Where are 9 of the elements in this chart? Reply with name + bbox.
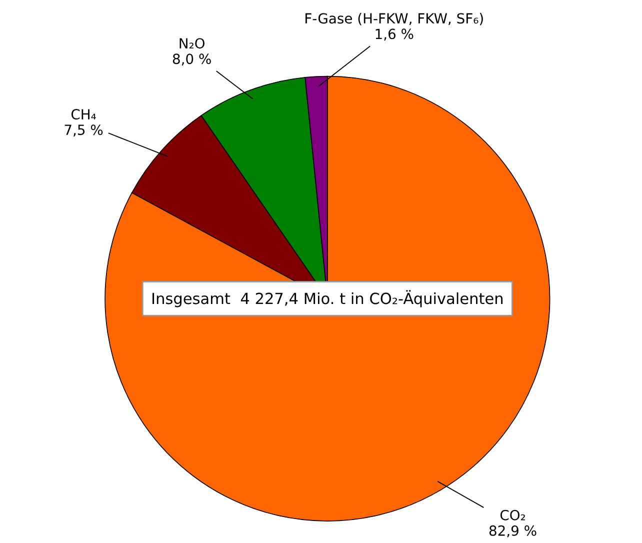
slice-label: CH₄	[71, 109, 96, 120]
slice-label: F-Gase (H-FKW, FKW, SF₆)	[306, 12, 483, 26]
slice-label: CO₂	[500, 510, 525, 520]
data-label: 1,6 %	[376, 28, 414, 41]
slice-label: N₂O	[180, 38, 204, 49]
data-label: 8,0 %	[172, 54, 211, 66]
data-label: 82,9 %	[489, 525, 536, 538]
data-label: 7,5 %	[64, 124, 103, 136]
text: Insgesamt 4 227,4 Mio. t in CO₂-Äquivalenten	[152, 290, 503, 308]
